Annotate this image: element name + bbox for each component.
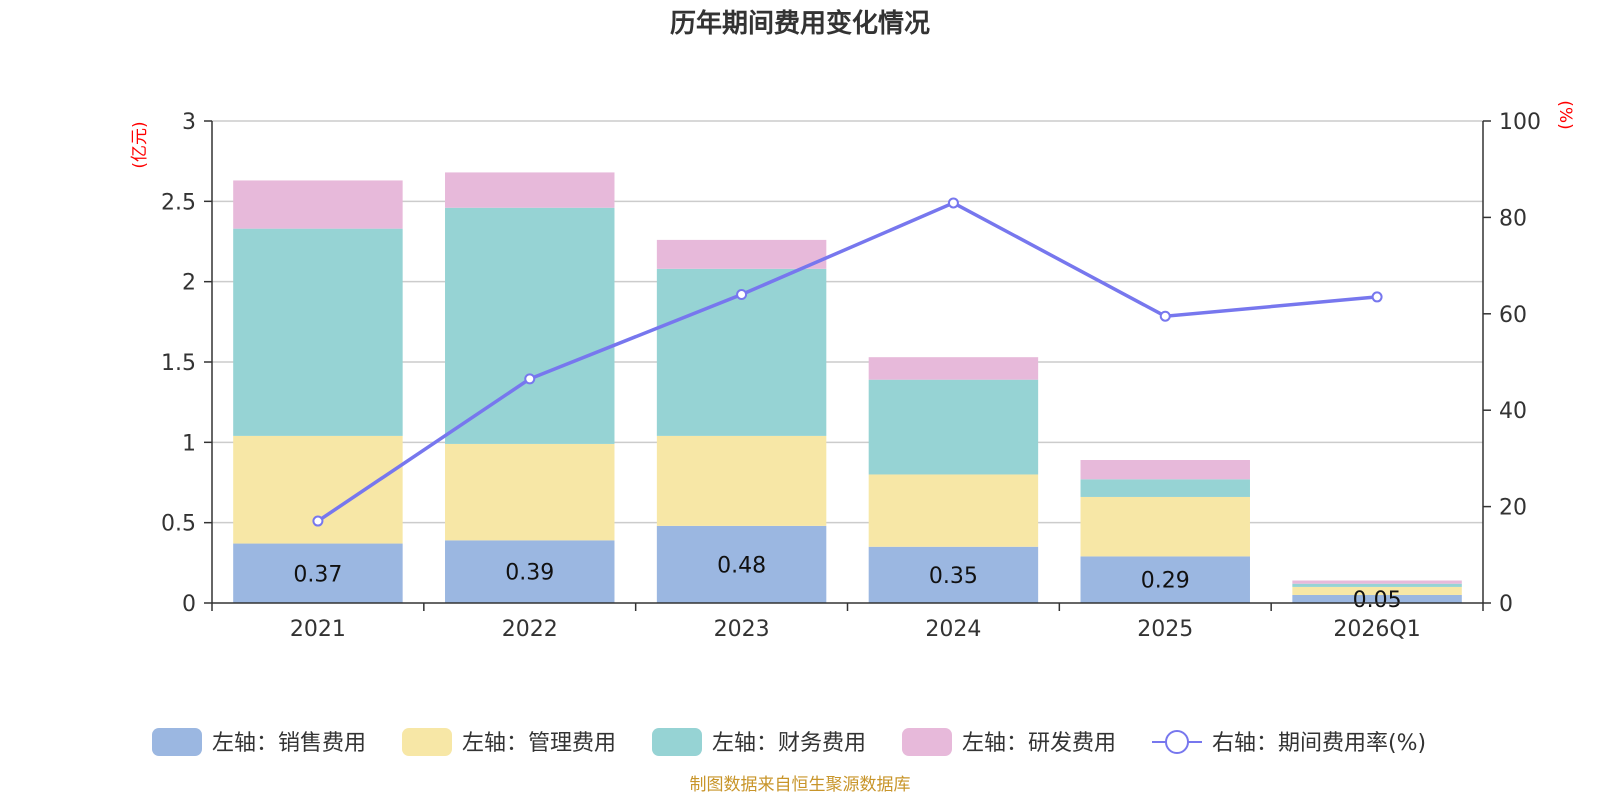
rate-point[interactable] [947, 197, 959, 209]
rate-point[interactable] [1159, 310, 1171, 322]
left-axis-tick-label: 1.5 [161, 351, 196, 376]
source-note: 制图数据来自恒生聚源数据库 [690, 775, 911, 795]
legend-label[interactable]: 左轴：管理费用 [462, 731, 616, 756]
bar-data-label: 0.05 [1353, 588, 1402, 613]
bar-segment[interactable] [656, 525, 827, 603]
grid-lines [212, 120, 1483, 524]
rate-line [316, 200, 1378, 523]
legend-marker-icon[interactable] [1165, 730, 1189, 754]
left-axis-tick-label: 0.5 [161, 512, 196, 537]
right-axis-tick-label: 40 [1499, 399, 1527, 424]
legend-swatch[interactable] [152, 728, 202, 756]
right-axis-tick-label: 20 [1499, 496, 1527, 521]
bar-segment[interactable] [868, 357, 1039, 380]
bar-data-label: 0.35 [929, 564, 978, 589]
bar-data-label: 0.29 [1141, 569, 1190, 594]
bar-segment[interactable] [233, 543, 403, 603]
bar-segment[interactable] [656, 239, 827, 269]
x-axis-tick-label: 2023 [714, 617, 770, 642]
bar-segment[interactable] [233, 228, 403, 436]
bar-segment[interactable] [445, 207, 615, 444]
rate-line-group [312, 197, 1383, 527]
left-axis-tick-label: 2 [182, 271, 196, 296]
left-axis-tick-label: 2.5 [161, 190, 196, 215]
right-axis-tick-label: 80 [1499, 206, 1527, 231]
x-axis-tick-label: 2021 [290, 617, 346, 642]
bar-data-label: 0.37 [293, 562, 342, 587]
left-axis-unit: (亿元) [130, 121, 150, 168]
bar-label-group: 0.37 0.39 0.48 0.35 0.29 0.05 [293, 553, 1401, 613]
legend-swatch[interactable] [652, 728, 702, 756]
right-axis-tick-label: 100 [1499, 110, 1541, 135]
left-axis-tick-label: 3 [182, 110, 196, 135]
legend-label[interactable]: 左轴：销售费用 [212, 731, 366, 756]
legend-swatch[interactable] [402, 728, 452, 756]
bar-group [233, 172, 1462, 603]
bar-segment[interactable] [1292, 580, 1462, 584]
bar-segment[interactable] [1080, 496, 1250, 557]
right-axis-tick-label: 0 [1499, 592, 1513, 617]
legend-swatch[interactable] [902, 728, 952, 756]
bar-data-label: 0.48 [717, 553, 766, 578]
bar-segment[interactable] [445, 172, 615, 208]
legend-label[interactable]: 左轴：研发费用 [962, 731, 1116, 756]
bar-segment[interactable] [233, 435, 403, 544]
bar-segment[interactable] [1080, 556, 1250, 603]
axes: 0 0.5 1 1.5 2 2.5 3 0 20 40 60 80 100 2021 2022 2023 202… [161, 110, 1541, 642]
bar-segment[interactable] [868, 546, 1039, 603]
bar-data-label: 0.39 [505, 561, 554, 586]
x-axis-tick-label: 2024 [925, 617, 981, 642]
rate-point[interactable] [736, 289, 748, 301]
bar-segment[interactable] [445, 540, 615, 603]
left-axis-tick-label: 1 [182, 431, 196, 456]
legend-label[interactable]: 左轴：财务费用 [712, 731, 866, 756]
right-axis-tick-label: 60 [1499, 303, 1527, 328]
bar-segment[interactable] [868, 379, 1039, 475]
right-axis-unit: (%) [1555, 100, 1575, 129]
legend-label[interactable]: 右轴：期间费用率(%) [1212, 731, 1426, 756]
rate-point[interactable] [1371, 291, 1383, 303]
rate-point[interactable] [312, 515, 324, 527]
bar-segment[interactable] [1292, 583, 1462, 587]
x-axis-tick-label: 2026Q1 [1333, 617, 1420, 642]
bar-segment[interactable] [1080, 479, 1250, 497]
bar-segment[interactable] [1080, 460, 1250, 480]
bar-segment[interactable] [656, 435, 827, 526]
bar-segment[interactable] [233, 180, 403, 229]
bar-segment[interactable] [1292, 586, 1462, 595]
legend[interactable]: 左轴：销售费用 左轴：管理费用 左轴：财务费用 左轴：研发费用 右轴：期间费用率(%) [152, 728, 1426, 756]
x-axis-tick-label: 2025 [1137, 617, 1193, 642]
bar-segment[interactable] [1292, 594, 1462, 603]
left-axis-tick-label: 0 [182, 592, 196, 617]
chart-title: 历年期间费用变化情况 [670, 8, 930, 39]
bar-segment[interactable] [868, 474, 1039, 547]
rate-point[interactable] [524, 373, 536, 385]
x-axis-tick-label: 2022 [502, 617, 558, 642]
bar-segment[interactable] [445, 443, 615, 541]
